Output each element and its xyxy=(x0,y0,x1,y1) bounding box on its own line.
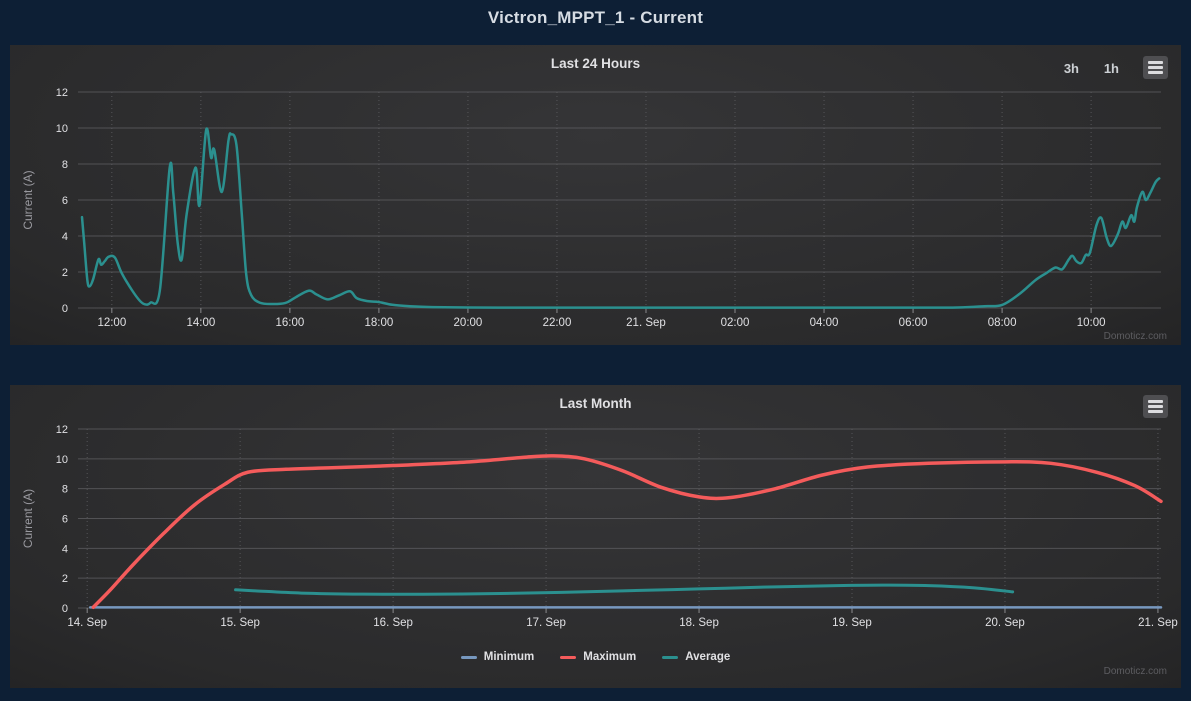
svg-text:4: 4 xyxy=(62,231,68,243)
legend-item-maximum[interactable]: Maximum xyxy=(560,651,636,663)
range-button-3h[interactable]: 3h xyxy=(1058,57,1085,80)
page-title: Victron_MPPT_1 - Current xyxy=(487,8,704,27)
svg-text:19. Sep: 19. Sep xyxy=(832,617,872,629)
svg-text:18:00: 18:00 xyxy=(365,317,394,329)
svg-text:06:00: 06:00 xyxy=(899,317,928,329)
svg-text:6: 6 xyxy=(62,514,68,526)
hamburger-menu-icon[interactable] xyxy=(1143,56,1168,79)
chart-panel-last-month: 0 2 4 6 8 10 12 14. Sep 15. Sep 16. Sep 17. Sep 18.… xyxy=(10,385,1181,688)
svg-text:17. Sep: 17. Sep xyxy=(526,617,566,629)
chart-legend: Minimum Maximum Average xyxy=(10,647,1181,667)
svg-text:2: 2 xyxy=(62,573,68,585)
legend-label: Average xyxy=(685,651,731,663)
svg-text:2: 2 xyxy=(62,267,68,279)
svg-text:16. Sep: 16. Sep xyxy=(373,617,413,629)
svg-text:16:00: 16:00 xyxy=(275,317,304,329)
svg-text:21. Sep: 21. Sep xyxy=(626,317,666,329)
svg-text:14:00: 14:00 xyxy=(186,317,215,329)
svg-text:12: 12 xyxy=(56,424,68,436)
svg-text:4: 4 xyxy=(62,543,68,555)
svg-text:10: 10 xyxy=(56,123,68,135)
hamburger-menu-icon[interactable] xyxy=(1143,395,1168,418)
svg-text:04:00: 04:00 xyxy=(810,317,839,329)
legend-item-minimum[interactable]: Minimum xyxy=(460,651,535,663)
svg-text:18. Sep: 18. Sep xyxy=(679,617,719,629)
svg-text:10:00: 10:00 xyxy=(1077,317,1106,329)
chart-title-last-24-hours: Last 24 Hours xyxy=(550,56,641,71)
legend-swatch-icon xyxy=(460,655,477,659)
svg-text:15. Sep: 15. Sep xyxy=(220,617,260,629)
chart-title-last-month: Last Month xyxy=(559,396,632,411)
svg-text:Current (A): Current (A) xyxy=(21,489,35,548)
credits-watermark: Domoticz.com xyxy=(1103,666,1167,677)
svg-text:08:00: 08:00 xyxy=(988,317,1017,329)
svg-text:Current (A): Current (A) xyxy=(21,170,35,229)
svg-text:12: 12 xyxy=(56,87,68,99)
svg-text:14. Sep: 14. Sep xyxy=(67,617,107,629)
legend-swatch-icon xyxy=(560,655,577,659)
svg-text:0: 0 xyxy=(62,603,68,615)
svg-text:12:00: 12:00 xyxy=(97,317,126,329)
svg-text:20:00: 20:00 xyxy=(454,317,483,329)
credits-watermark: Domoticz.com xyxy=(1103,331,1167,342)
svg-text:21. Sep: 21. Sep xyxy=(1138,617,1178,629)
svg-text:02:00: 02:00 xyxy=(721,317,750,329)
svg-text:22:00: 22:00 xyxy=(543,317,572,329)
chart-month-canvas[interactable]: 0 2 4 6 8 10 12 14. Sep 15. Sep 16. Sep 17. Sep 18.… xyxy=(10,385,1181,688)
chart-24h-canvas[interactable]: 0 2 4 6 8 10 12 12:00 14:00 16:00 18:00 20:00 22:00 2… xyxy=(10,45,1181,345)
legend-label: Maximum xyxy=(583,651,637,663)
svg-text:20. Sep: 20. Sep xyxy=(985,617,1025,629)
legend-swatch-icon xyxy=(662,655,679,659)
legend-item-average[interactable]: Average xyxy=(662,651,730,663)
svg-text:8: 8 xyxy=(62,159,68,171)
chart-panel-last-24-hours: 0 2 4 6 8 10 12 12:00 14:00 16:00 18:00 20:00 22:00 2… xyxy=(10,45,1181,345)
svg-text:8: 8 xyxy=(62,484,68,496)
svg-text:6: 6 xyxy=(62,195,68,207)
legend-label: Minimum xyxy=(483,651,535,663)
range-button-1h[interactable]: 1h xyxy=(1098,57,1125,80)
svg-text:0: 0 xyxy=(62,303,68,315)
svg-text:10: 10 xyxy=(56,454,68,466)
